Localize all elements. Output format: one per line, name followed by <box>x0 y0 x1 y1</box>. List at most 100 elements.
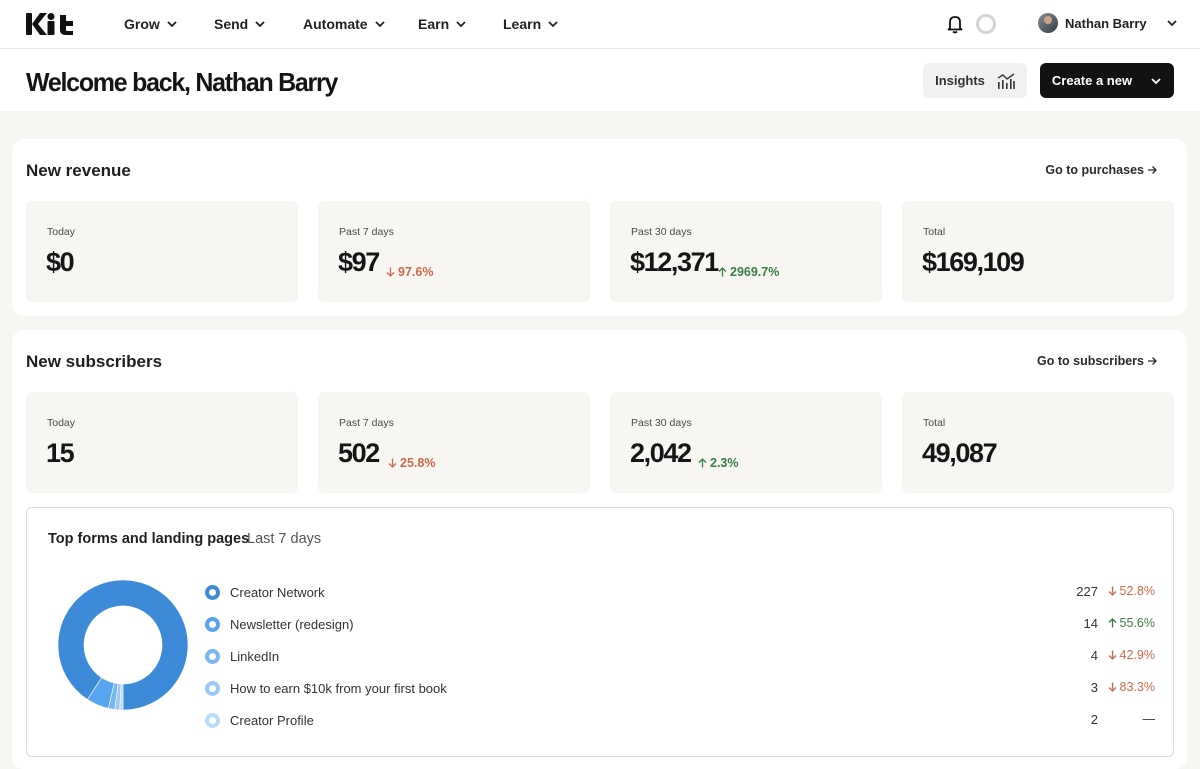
list-item[interactable]: How to earn $10k from your first book 3 … <box>205 679 1155 699</box>
arrow-down-icon <box>1108 650 1117 660</box>
nav-grow[interactable]: Grow <box>124 16 178 32</box>
stat-change: 2969.7% <box>718 265 779 279</box>
create-new-button[interactable]: Create a new <box>1040 63 1174 98</box>
insights-button[interactable]: Insights <box>923 63 1027 98</box>
form-count: 227 <box>1076 584 1098 599</box>
form-name: How to earn $10k from your first book <box>230 681 447 696</box>
arrow-down-icon <box>1108 682 1117 692</box>
form-change-value: 83.3% <box>1119 680 1155 694</box>
legend-dot <box>205 585 220 600</box>
arrow-down-icon <box>388 458 397 468</box>
top-forms-range: Last 7 days <box>247 531 322 547</box>
go-to-purchases-link[interactable]: Go to purchases <box>1045 163 1157 177</box>
donut-slice-1 <box>57 579 189 711</box>
revenue-stat-30-days: Past 30 days $12,371 2969.7% <box>610 201 882 302</box>
stat-label: Past 30 days <box>631 226 692 238</box>
nav-automate-label: Automate <box>303 16 368 32</box>
status-ring-icon[interactable] <box>976 14 996 34</box>
form-name: Creator Network <box>230 585 325 600</box>
go-to-subscribers-link[interactable]: Go to subscribers <box>1037 354 1157 368</box>
subscribers-stat-7-days: Past 7 days 502 25.8% <box>318 392 590 493</box>
nav-earn-label: Earn <box>418 16 450 32</box>
stat-value: $169,109 <box>922 247 1025 277</box>
subscribers-stat-30-days: Past 30 days 2,042 2.3% <box>610 392 882 493</box>
subscribers-stat-today: Today 15 <box>26 392 298 493</box>
insights-label: Insights <box>935 73 985 88</box>
legend-dot <box>205 713 220 728</box>
form-name: Newsletter (redesign) <box>230 617 354 632</box>
form-name: LinkedIn <box>230 649 280 664</box>
go-to-purchases-label: Go to purchases <box>1045 163 1144 177</box>
nav-learn-label: Learn <box>503 16 542 32</box>
donut-slice-5 <box>119 683 124 711</box>
form-change-value: 52.8% <box>1119 584 1155 598</box>
nav-automate[interactable]: Automate <box>303 16 386 32</box>
stat-change: 2.3% <box>698 456 739 470</box>
arrow-up-icon <box>718 267 727 277</box>
stat-value: $0 <box>46 247 75 277</box>
revenue-title: New revenue <box>26 161 131 180</box>
form-change: 42.9% <box>1108 648 1155 662</box>
arrow-down-icon <box>1108 586 1117 596</box>
avatar <box>1038 13 1058 33</box>
nav-earn[interactable]: Earn <box>418 16 467 32</box>
top-forms-title: Top forms and landing pages <box>48 531 250 547</box>
nav-learn[interactable]: Learn <box>503 16 559 32</box>
forms-donut-chart <box>57 579 189 711</box>
nav-grow-label: Grow <box>124 16 160 32</box>
stat-value: 502 <box>338 438 380 468</box>
form-change-value: 55.6% <box>1119 616 1155 630</box>
stat-change-value: 25.8% <box>400 456 436 470</box>
form-change: 83.3% <box>1108 680 1155 694</box>
form-change: — <box>1125 712 1156 726</box>
list-item[interactable]: LinkedIn 4 42.9% <box>205 647 1155 667</box>
stat-change: 97.6% <box>386 265 433 279</box>
nav-send[interactable]: Send <box>214 16 266 32</box>
stat-label: Past 7 days <box>339 417 394 429</box>
form-count: 2 <box>1090 712 1098 727</box>
chevron-down-icon <box>1167 20 1177 27</box>
stat-change-value: 97.6% <box>398 265 434 279</box>
legend-dot <box>205 681 220 696</box>
page-header: Welcome back, Nathan Barry Insights Crea… <box>0 49 1200 111</box>
revenue-stat-7-days: Past 7 days $97 97.6% <box>318 201 590 302</box>
go-to-subscribers-label: Go to subscribers <box>1037 354 1144 368</box>
kit-logo[interactable] <box>26 13 74 35</box>
subscribers-stat-total: Total 49,087 <box>902 392 1174 493</box>
stat-value: 49,087 <box>922 438 998 468</box>
arrow-right-icon <box>1148 357 1157 365</box>
list-item[interactable]: Newsletter (redesign) 14 55.6% <box>205 615 1155 635</box>
list-item[interactable]: Creator Profile 2 — <box>205 711 1155 731</box>
user-name: Nathan Barry <box>1065 15 1147 31</box>
stat-label: Total <box>923 417 946 429</box>
form-change-value: 42.9% <box>1119 648 1155 662</box>
chart-icon <box>997 72 1015 89</box>
stat-label: Today <box>47 226 76 238</box>
stat-change: 25.8% <box>388 456 435 470</box>
chevron-down-icon <box>374 21 385 28</box>
form-change-value: — <box>1142 712 1156 726</box>
form-count: 3 <box>1090 680 1098 695</box>
form-count: 4 <box>1090 648 1098 663</box>
form-change: 55.6% <box>1108 616 1155 630</box>
create-new-label: Create a new <box>1051 73 1133 88</box>
stat-change-value: 2.3% <box>710 456 739 470</box>
arrow-up-icon <box>698 458 707 468</box>
list-item[interactable]: Creator Network 227 52.8% <box>205 583 1155 603</box>
notifications-bell-icon[interactable] <box>946 14 964 34</box>
nav-send-label: Send <box>214 16 249 32</box>
chevron-down-icon <box>167 21 177 28</box>
legend-dot <box>205 617 220 632</box>
form-count: 14 <box>1083 616 1098 631</box>
stat-label: Past 7 days <box>339 226 394 238</box>
form-change: 52.8% <box>1108 584 1155 598</box>
revenue-stat-total: Total $169,109 <box>902 201 1174 302</box>
chevron-down-icon <box>255 21 265 28</box>
stat-value: $97 <box>338 247 380 277</box>
stat-label: Today <box>47 417 76 429</box>
user-menu[interactable]: Nathan Barry <box>1038 13 1178 33</box>
stat-label: Total <box>923 226 946 238</box>
revenue-card: New revenue Go to purchases Today $0 Pas… <box>12 139 1187 316</box>
form-name: Creator Profile <box>230 713 314 728</box>
stat-change-value: 2969.7% <box>730 265 780 279</box>
